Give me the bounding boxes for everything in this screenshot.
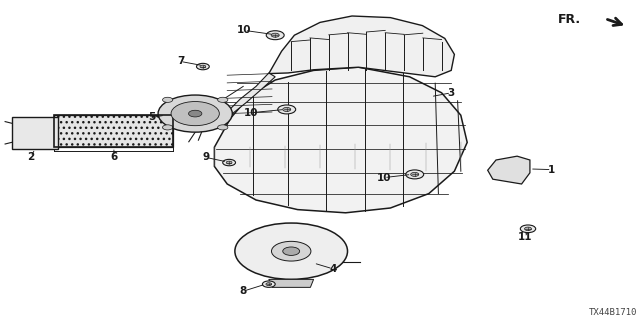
Circle shape <box>171 101 220 126</box>
Circle shape <box>235 223 348 279</box>
Text: 11: 11 <box>518 232 532 243</box>
Text: TX44B1710: TX44B1710 <box>588 308 637 317</box>
Circle shape <box>189 110 202 117</box>
Circle shape <box>266 283 272 285</box>
Text: 8: 8 <box>239 286 247 296</box>
Circle shape <box>525 227 531 230</box>
Circle shape <box>223 159 236 166</box>
Circle shape <box>266 31 284 40</box>
Circle shape <box>218 97 228 102</box>
Circle shape <box>271 33 279 37</box>
Circle shape <box>163 97 173 102</box>
Circle shape <box>271 241 311 261</box>
Circle shape <box>283 247 300 255</box>
Text: 6: 6 <box>110 152 118 162</box>
Polygon shape <box>269 279 314 287</box>
Polygon shape <box>227 73 275 115</box>
Polygon shape <box>214 67 467 213</box>
Text: 9: 9 <box>202 152 210 163</box>
Polygon shape <box>269 16 454 77</box>
Circle shape <box>158 95 232 132</box>
Text: 7: 7 <box>177 56 184 67</box>
Text: 3: 3 <box>447 88 455 98</box>
Text: 10: 10 <box>237 25 252 36</box>
Circle shape <box>278 105 296 114</box>
Text: 10: 10 <box>244 108 259 118</box>
Circle shape <box>406 170 424 179</box>
Circle shape <box>283 108 291 111</box>
Text: 5: 5 <box>148 112 156 123</box>
Circle shape <box>196 63 209 70</box>
Circle shape <box>163 125 173 130</box>
Circle shape <box>200 65 206 68</box>
Text: 10: 10 <box>377 172 391 183</box>
Circle shape <box>411 172 419 176</box>
Text: 2: 2 <box>27 152 35 162</box>
Circle shape <box>227 161 232 164</box>
Text: FR.: FR. <box>558 13 581 26</box>
Text: 1: 1 <box>548 164 556 175</box>
Circle shape <box>520 225 536 233</box>
Circle shape <box>218 125 228 130</box>
Polygon shape <box>488 156 530 184</box>
Polygon shape <box>54 115 173 147</box>
Text: 4: 4 <box>329 264 337 274</box>
Circle shape <box>262 281 275 287</box>
Polygon shape <box>12 117 58 149</box>
